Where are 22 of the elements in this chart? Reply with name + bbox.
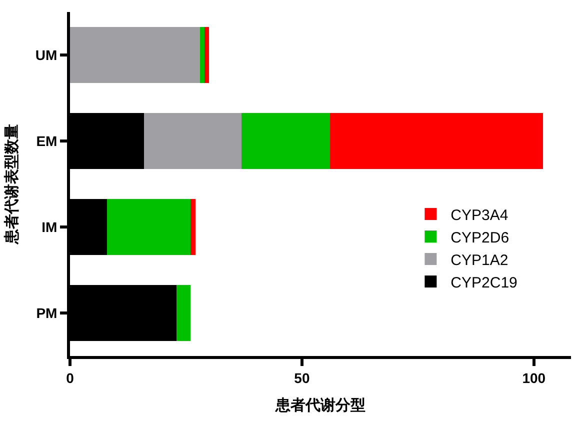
y-axis-title: 患者代谢表型数量 <box>2 124 21 245</box>
y-tick-label: UM <box>35 46 58 63</box>
bar <box>107 199 191 255</box>
legend-label: CYP2C19 <box>450 274 518 292</box>
legend-label: CYP2D6 <box>450 229 510 246</box>
bar <box>200 27 205 83</box>
bar <box>330 113 544 169</box>
x-tick-label: 100 <box>522 370 546 386</box>
x-tick-label: 50 <box>294 370 310 386</box>
y-tick-label: PM <box>36 304 58 321</box>
bar <box>176 285 191 341</box>
legend-label: CYP1A2 <box>450 252 508 269</box>
y-tick-label: EM <box>36 132 58 149</box>
y-tick-label: IM <box>42 218 58 235</box>
bar <box>144 113 242 169</box>
legend-label: CYP3A4 <box>450 206 508 224</box>
x-tick-label: 0 <box>66 370 74 386</box>
bar <box>204 27 210 83</box>
bar <box>70 27 200 83</box>
x-axis-title: 患者代谢分型 <box>274 396 366 414</box>
bar <box>190 199 196 255</box>
bar <box>242 113 330 169</box>
